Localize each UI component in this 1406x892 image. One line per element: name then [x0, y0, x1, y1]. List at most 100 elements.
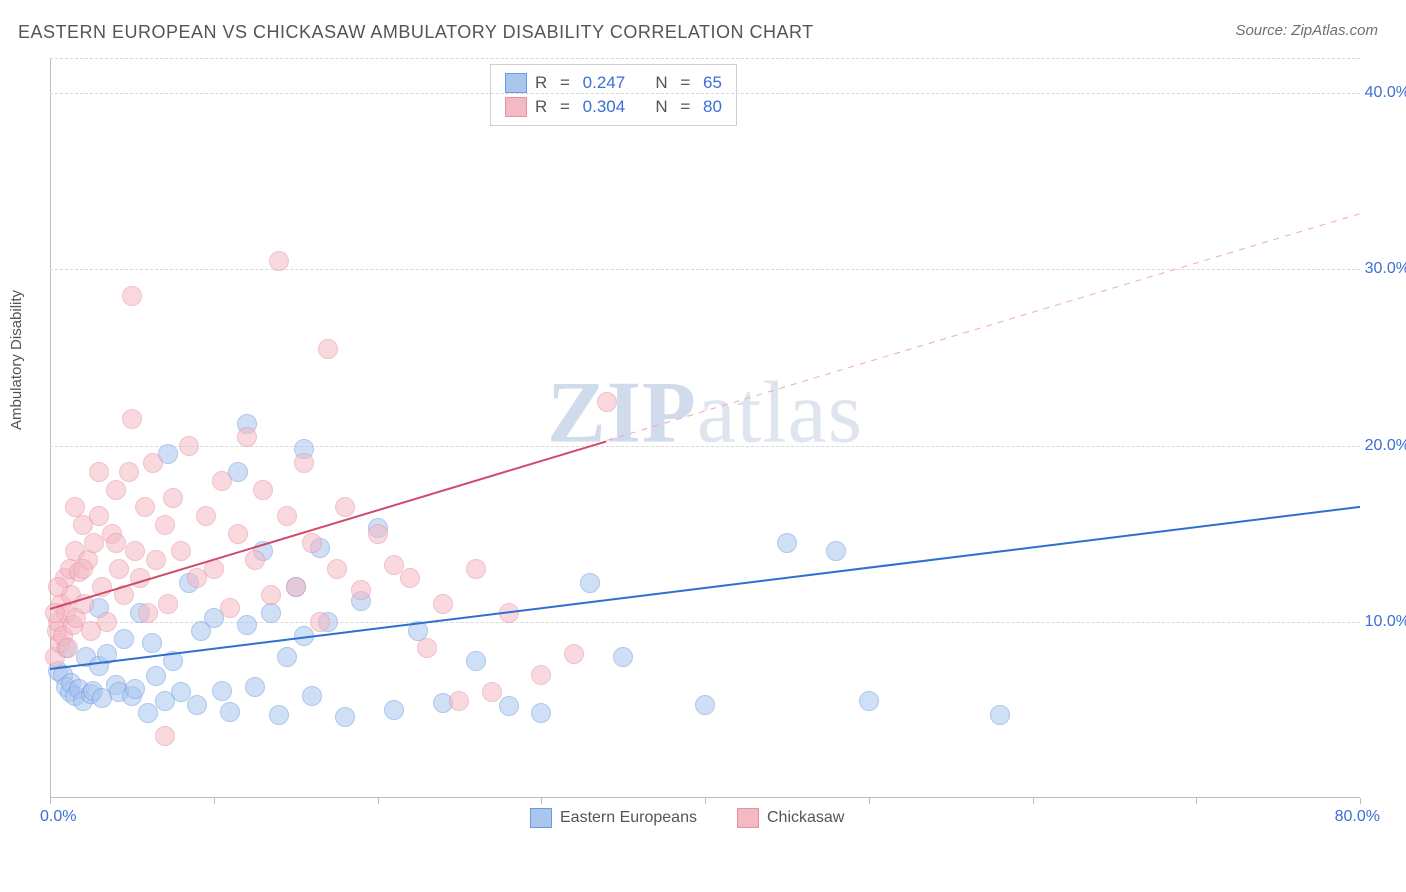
- data-point: [245, 677, 265, 697]
- gridline: [50, 58, 1360, 59]
- x-tick: [1196, 798, 1197, 804]
- data-point: [777, 533, 797, 553]
- data-point: [302, 686, 322, 706]
- gridline: [50, 269, 1360, 270]
- data-point: [564, 644, 584, 664]
- data-point: [400, 568, 420, 588]
- data-point: [261, 585, 281, 605]
- regression-line: [607, 213, 1361, 441]
- y-tick-label: 30.0%: [1350, 260, 1406, 278]
- legend-row-series-1: R = 0.247 N = 65: [505, 71, 722, 95]
- data-point: [220, 702, 240, 722]
- data-point: [482, 682, 502, 702]
- legend-row-series-2: R = 0.304 N = 80: [505, 95, 722, 119]
- data-point: [106, 480, 126, 500]
- data-point: [580, 573, 600, 593]
- data-point: [613, 647, 633, 667]
- legend-item-2: Chickasaw: [737, 808, 844, 828]
- data-point: [58, 638, 78, 658]
- data-point: [245, 550, 265, 570]
- x-tick-min: 0.0%: [40, 808, 76, 826]
- data-point: [318, 339, 338, 359]
- x-tick: [378, 798, 379, 804]
- x-tick-max: 80.0%: [1335, 808, 1380, 826]
- data-point: [73, 559, 93, 579]
- data-point: [109, 559, 129, 579]
- data-point: [122, 409, 142, 429]
- data-point: [384, 700, 404, 720]
- data-point: [327, 559, 347, 579]
- data-point: [158, 594, 178, 614]
- data-point: [122, 286, 142, 306]
- data-point: [351, 580, 371, 600]
- data-point: [220, 598, 240, 618]
- data-point: [89, 506, 109, 526]
- y-tick-label: 10.0%: [1350, 613, 1406, 631]
- data-point: [531, 703, 551, 723]
- data-point: [65, 497, 85, 517]
- data-point: [449, 691, 469, 711]
- data-point: [212, 681, 232, 701]
- data-point: [155, 515, 175, 535]
- data-point: [146, 550, 166, 570]
- data-point: [114, 629, 134, 649]
- data-point: [48, 577, 68, 597]
- data-point: [531, 665, 551, 685]
- data-point: [368, 524, 388, 544]
- data-point: [261, 603, 281, 623]
- data-point: [97, 612, 117, 632]
- data-point: [143, 453, 163, 473]
- swatch-icon: [505, 73, 527, 93]
- data-point: [990, 705, 1010, 725]
- data-point: [106, 533, 126, 553]
- data-point: [695, 695, 715, 715]
- data-point: [335, 707, 355, 727]
- series-legend: Eastern Europeans Chickasaw: [530, 808, 844, 828]
- swatch-icon: [737, 808, 759, 828]
- data-point: [597, 392, 617, 412]
- data-point: [286, 577, 306, 597]
- y-axis-label: Ambulatory Disability: [8, 290, 25, 430]
- swatch-icon: [505, 97, 527, 117]
- data-point: [253, 480, 273, 500]
- data-point: [417, 638, 437, 658]
- data-point: [125, 679, 145, 699]
- swatch-icon: [530, 808, 552, 828]
- data-point: [187, 695, 207, 715]
- data-point: [826, 541, 846, 561]
- data-point: [228, 524, 248, 544]
- y-tick-label: 40.0%: [1350, 84, 1406, 102]
- legend-item-1: Eastern Europeans: [530, 808, 697, 828]
- data-point: [146, 666, 166, 686]
- data-point: [135, 497, 155, 517]
- x-tick: [705, 798, 706, 804]
- data-point: [196, 506, 216, 526]
- data-point: [138, 603, 158, 623]
- data-point: [125, 541, 145, 561]
- x-tick: [214, 798, 215, 804]
- data-point: [277, 647, 297, 667]
- x-tick: [50, 798, 51, 804]
- data-point: [433, 594, 453, 614]
- y-tick-label: 20.0%: [1350, 437, 1406, 455]
- data-point: [294, 453, 314, 473]
- data-point: [155, 726, 175, 746]
- data-point: [119, 462, 139, 482]
- data-point: [466, 651, 486, 671]
- data-point: [310, 612, 330, 632]
- data-point: [335, 497, 355, 517]
- data-point: [89, 462, 109, 482]
- x-tick: [869, 798, 870, 804]
- data-point: [179, 436, 199, 456]
- data-point: [302, 533, 322, 553]
- data-point: [466, 559, 486, 579]
- data-point: [212, 471, 232, 491]
- data-point: [277, 506, 297, 526]
- data-point: [269, 251, 289, 271]
- source-label: Source: ZipAtlas.com: [1235, 22, 1378, 39]
- data-point: [171, 541, 191, 561]
- chart-title: EASTERN EUROPEAN VS CHICKASAW AMBULATORY…: [18, 22, 814, 43]
- gridline: [50, 93, 1360, 94]
- data-point: [237, 427, 257, 447]
- data-point: [499, 696, 519, 716]
